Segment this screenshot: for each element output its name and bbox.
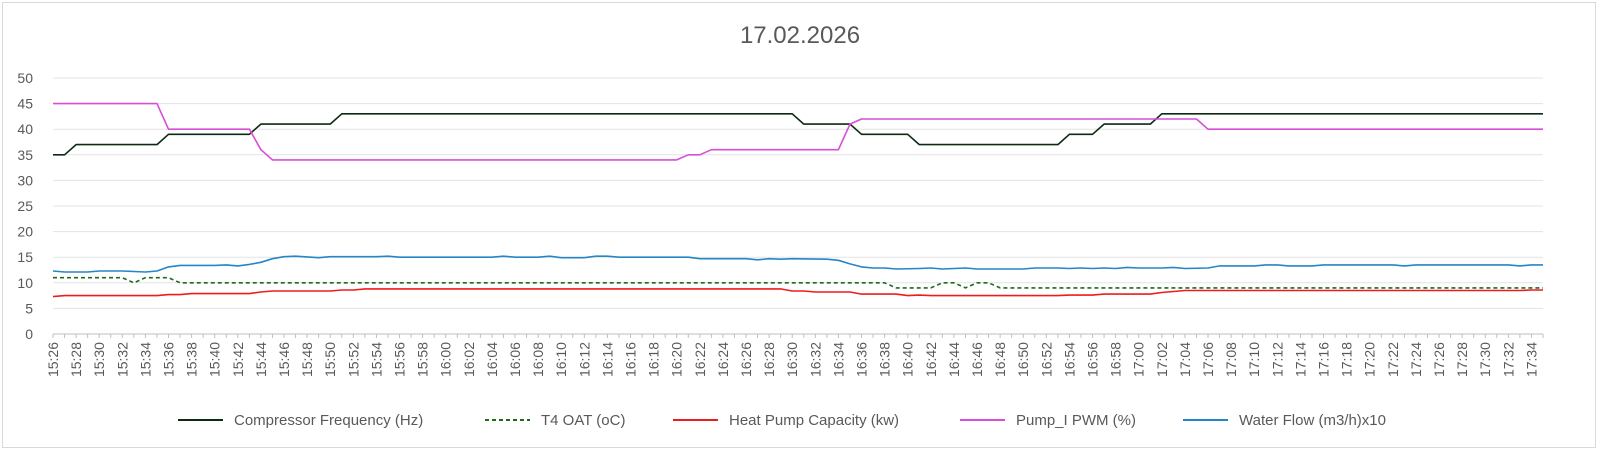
x-tick-label: 17:24: [1408, 342, 1424, 377]
chart-title: 17.02.2026: [740, 22, 860, 49]
x-tick-label: 17:22: [1385, 342, 1401, 377]
x-tick-label: 16:50: [1015, 342, 1031, 377]
x-tick-label: 16:00: [438, 342, 454, 377]
x-tick-label: 17:16: [1316, 342, 1332, 377]
x-tick-label: 17:00: [1131, 342, 1147, 377]
y-tick-label: 5: [25, 300, 33, 316]
y-tick-label: 45: [17, 96, 33, 112]
x-tick-label: 17:12: [1269, 342, 1285, 377]
x-tick-label: 16:52: [1038, 342, 1054, 377]
x-tick-label: 15:32: [114, 342, 130, 377]
x-tick-label: 16:14: [599, 342, 615, 377]
x-tick-label: 16:06: [507, 342, 523, 377]
x-tick-label: 16:02: [461, 342, 477, 377]
x-tick-label: 17:08: [1223, 342, 1239, 377]
x-tick-label: 15:44: [253, 342, 269, 377]
x-tick-label: 15:50: [322, 342, 338, 377]
x-tick-label: 17:26: [1431, 342, 1447, 377]
y-tick-label: 40: [17, 121, 33, 137]
x-axis-ticks: 15:26 15:28 15:30 15:32 15:34 15:36 15:38 15:40…: [45, 342, 1539, 377]
y-tick-label: 10: [17, 275, 33, 291]
x-tick-label: 17:30: [1477, 342, 1493, 377]
x-tick-label: 16:22: [692, 342, 708, 377]
x-tick-label: 15:26: [45, 342, 61, 377]
x-tick-label: 16:38: [877, 342, 893, 377]
x-tick-label: 17:04: [1177, 342, 1193, 377]
legend: Compressor Frequency (Hz) T4 OAT (oC) Heat…: [178, 412, 1386, 429]
y-gridlines: [53, 77, 1543, 309]
x-tick-label: 15:36: [161, 342, 177, 377]
x-tick-label: 15:28: [68, 342, 84, 377]
x-tick-label: 15:48: [299, 342, 315, 377]
x-tick-label: 15:42: [230, 342, 246, 377]
x-tick-label: 16:54: [1061, 342, 1077, 377]
x-tick-label: 17:32: [1500, 342, 1516, 377]
legend-label-2: Heat Pump Capacity (kw): [729, 412, 899, 429]
series-lines: [52, 102, 1543, 298]
x-tick-label: 15:46: [276, 342, 292, 377]
series-line-4: [52, 255, 1543, 273]
y-tick-label: 15: [17, 249, 33, 265]
y-tick-label: 35: [17, 147, 33, 163]
x-tick-label: 17:34: [1523, 342, 1539, 377]
y-tick-label: 0: [25, 326, 33, 342]
x-tick-label: 17:18: [1339, 342, 1355, 377]
x-tick-label: 16:24: [715, 342, 731, 377]
x-tick-label: 16:12: [576, 342, 592, 377]
y-tick-label: 30: [17, 172, 33, 188]
x-tick-label: 16:18: [646, 342, 662, 377]
x-tick-label: 16:04: [484, 342, 500, 377]
x-tick-label: 17:02: [1154, 342, 1170, 377]
x-tick-label: 16:08: [530, 342, 546, 377]
x-tick-label: 15:54: [368, 342, 384, 377]
x-tick-label: 17:28: [1454, 342, 1470, 377]
x-tick-label: 15:56: [392, 342, 408, 377]
legend-label-1: T4 OAT (oC): [541, 412, 625, 429]
x-tick-label: 16:28: [761, 342, 777, 377]
legend-label-3: Pump_I PWM (%): [1016, 412, 1136, 429]
x-tick-label: 16:58: [1108, 342, 1124, 377]
x-tick-label: 16:34: [830, 342, 846, 377]
x-tick-label: 16:42: [923, 342, 939, 377]
y-axis-ticks: 0 5 10 15 20 25 30 35 40 45 50: [17, 70, 33, 342]
x-tick-label: 15:34: [137, 342, 153, 377]
x-tick-label: 16:44: [946, 342, 962, 377]
x-tick-label: 17:14: [1292, 342, 1308, 377]
x-axis: [52, 333, 1544, 338]
x-tick-label: 15:38: [184, 342, 200, 377]
x-tick-label: 15:52: [345, 342, 361, 377]
x-tick-label: 16:16: [623, 342, 639, 377]
x-tick-label: 16:40: [900, 342, 916, 377]
x-tick-label: 15:40: [207, 342, 223, 377]
x-tick-label: 16:30: [784, 342, 800, 377]
series-line-0: [53, 113, 1543, 156]
x-tick-label: 16:32: [807, 342, 823, 377]
x-tick-label: 15:30: [91, 342, 107, 377]
series-line-2: [52, 288, 1543, 298]
series-line-1: [53, 276, 1543, 289]
series-line-3: [53, 102, 1543, 161]
x-tick-label: 16:48: [992, 342, 1008, 377]
y-tick-label: 20: [17, 224, 33, 240]
legend-label-4: Water Flow (m3/h)x10: [1239, 412, 1386, 429]
y-tick-label: 50: [17, 70, 33, 86]
legend-label-0: Compressor Frequency (Hz): [234, 412, 423, 429]
x-tick-label: 16:26: [738, 342, 754, 377]
x-tick-label: 16:10: [553, 342, 569, 377]
x-tick-label: 15:58: [415, 342, 431, 377]
x-tick-label: 16:46: [969, 342, 985, 377]
x-tick-label: 16:36: [854, 342, 870, 377]
x-tick-label: 16:20: [669, 342, 685, 377]
x-tick-label: 17:20: [1362, 342, 1378, 377]
y-tick-label: 25: [17, 198, 33, 214]
x-tick-label: 17:10: [1246, 342, 1262, 377]
x-tick-label: 16:56: [1085, 342, 1101, 377]
x-tick-label: 17:06: [1200, 342, 1216, 377]
